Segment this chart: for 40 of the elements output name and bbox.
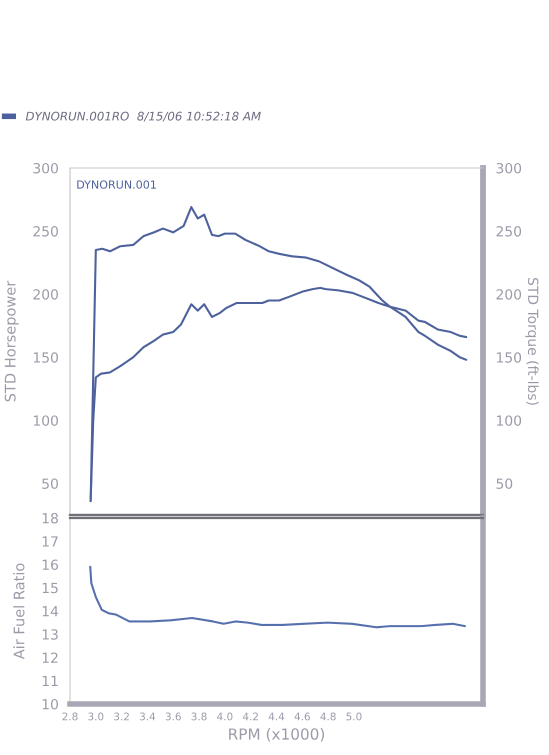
y-tick-label: 100 (34, 415, 58, 426)
y2-tick-label: 50 (496, 478, 512, 489)
y-tick-label: 250 (33, 226, 58, 237)
y-tick-label: 300 (33, 162, 58, 174)
y-tick-label: 12 (42, 652, 58, 663)
x-tick-label: 3.8 (192, 712, 207, 720)
y-tick-label: 200 (33, 289, 58, 300)
line-series (89, 566, 466, 628)
y-tick-label: 17 (42, 536, 58, 547)
y2-axis-title: STD Torque (ft-lbs) (525, 278, 539, 405)
x-tick-label: 3.6 (166, 712, 181, 720)
y-tick-label: 13 (42, 629, 58, 640)
x-tick-label: 3.2 (114, 712, 129, 720)
x-tick-label: 4.6 (294, 712, 310, 720)
x-tick-label: 4.2 (242, 712, 258, 720)
y-tick-label: 11 (42, 676, 58, 686)
y-axis-title: Air Fuel Ratio (13, 564, 24, 660)
y-tick-label: 18 (42, 512, 58, 524)
x-tick-label: 3.4 (140, 712, 156, 720)
y2-tick-label: 100 (497, 415, 522, 426)
x-tick-label: 2.8 (62, 712, 78, 720)
x-tick-label: 3.0 (88, 712, 104, 720)
y-axis-title: STD Horsepower (4, 280, 18, 402)
x-tick-label: 4.8 (320, 712, 336, 720)
annotation: DYNORUN.001 (77, 180, 156, 189)
legend-label: DYNORUN.001RO 8/15/06 10:52:18 AM (26, 112, 261, 122)
y-tick-label: 50 (42, 478, 58, 489)
y-tick-label: 150 (34, 352, 58, 363)
x-axis-title: RPM (x1000) (229, 728, 324, 742)
x-tick-label: 4.0 (217, 712, 232, 720)
y-tick-label: 10 (42, 698, 58, 710)
y2-tick-label: 300 (496, 162, 522, 174)
x-tick-label: 4.4 (268, 712, 284, 720)
y2-tick-label: 150 (497, 352, 522, 363)
y-tick-label: 15 (42, 582, 58, 594)
y2-tick-label: 200 (496, 289, 522, 300)
y2-tick-label: 250 (496, 226, 522, 237)
y-tick-label: 14 (42, 606, 58, 616)
x-tick-label: 5.0 (346, 712, 362, 720)
y-tick-label: 16 (42, 559, 58, 570)
